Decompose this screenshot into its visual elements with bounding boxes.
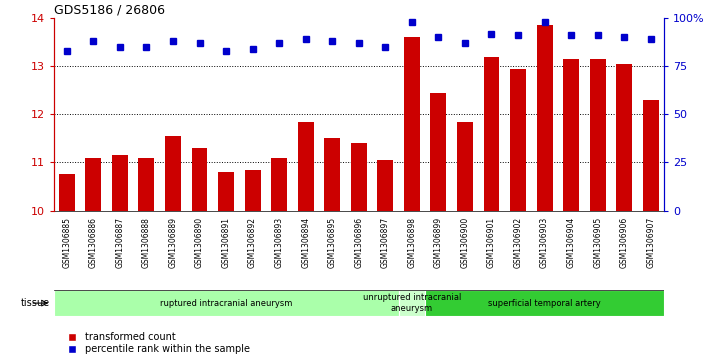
Text: GSM1306901: GSM1306901 bbox=[487, 217, 496, 268]
Bar bbox=[54, 290, 398, 316]
Text: GSM1306904: GSM1306904 bbox=[567, 217, 575, 268]
Bar bbox=[378, 160, 393, 211]
Text: GSM1306889: GSM1306889 bbox=[169, 217, 178, 268]
Bar bbox=[425, 290, 664, 316]
Text: GSM1306887: GSM1306887 bbox=[116, 217, 124, 268]
Bar bbox=[165, 136, 181, 211]
Text: GSM1306890: GSM1306890 bbox=[195, 217, 204, 268]
Legend: transformed count, percentile rank within the sample: transformed count, percentile rank withi… bbox=[59, 329, 253, 358]
Bar bbox=[483, 57, 500, 211]
Text: GSM1306897: GSM1306897 bbox=[381, 217, 390, 268]
Text: GSM1306886: GSM1306886 bbox=[89, 217, 98, 268]
Bar bbox=[643, 100, 659, 211]
Bar bbox=[245, 170, 261, 211]
Bar bbox=[431, 93, 446, 211]
Bar bbox=[271, 158, 287, 211]
Bar bbox=[139, 158, 154, 211]
Text: GSM1306903: GSM1306903 bbox=[540, 217, 549, 268]
Bar bbox=[86, 158, 101, 211]
Text: GSM1306906: GSM1306906 bbox=[620, 217, 629, 268]
Bar bbox=[457, 122, 473, 211]
Bar bbox=[298, 122, 313, 211]
Bar bbox=[218, 172, 234, 211]
Text: ruptured intracranial aneurysm: ruptured intracranial aneurysm bbox=[160, 299, 292, 307]
Bar bbox=[616, 64, 632, 211]
Text: superficial temporal artery: superficial temporal artery bbox=[488, 299, 601, 307]
Text: GSM1306905: GSM1306905 bbox=[593, 217, 602, 268]
Text: GSM1306891: GSM1306891 bbox=[221, 217, 231, 268]
Bar bbox=[590, 59, 605, 211]
Text: tissue: tissue bbox=[21, 298, 50, 308]
Bar bbox=[404, 37, 420, 211]
Text: GDS5186 / 26806: GDS5186 / 26806 bbox=[54, 4, 164, 17]
Bar bbox=[324, 138, 340, 211]
Text: GSM1306907: GSM1306907 bbox=[646, 217, 655, 268]
Bar bbox=[351, 143, 367, 211]
Text: GSM1306895: GSM1306895 bbox=[328, 217, 337, 268]
Text: GSM1306898: GSM1306898 bbox=[408, 217, 416, 268]
Bar bbox=[112, 155, 128, 211]
Text: GSM1306885: GSM1306885 bbox=[62, 217, 71, 268]
Text: GSM1306893: GSM1306893 bbox=[275, 217, 283, 268]
Text: GSM1306888: GSM1306888 bbox=[142, 217, 151, 268]
Text: GSM1306896: GSM1306896 bbox=[354, 217, 363, 268]
Text: GSM1306902: GSM1306902 bbox=[513, 217, 523, 268]
Bar bbox=[510, 69, 526, 211]
Bar bbox=[537, 25, 553, 211]
Text: GSM1306894: GSM1306894 bbox=[301, 217, 310, 268]
Text: GSM1306892: GSM1306892 bbox=[248, 217, 257, 268]
Bar bbox=[398, 290, 425, 316]
Bar bbox=[59, 175, 75, 211]
Text: GSM1306899: GSM1306899 bbox=[434, 217, 443, 268]
Text: GSM1306900: GSM1306900 bbox=[461, 217, 469, 268]
Text: unruptured intracranial
aneurysm: unruptured intracranial aneurysm bbox=[363, 293, 461, 313]
Bar bbox=[563, 59, 579, 211]
Bar bbox=[191, 148, 208, 211]
